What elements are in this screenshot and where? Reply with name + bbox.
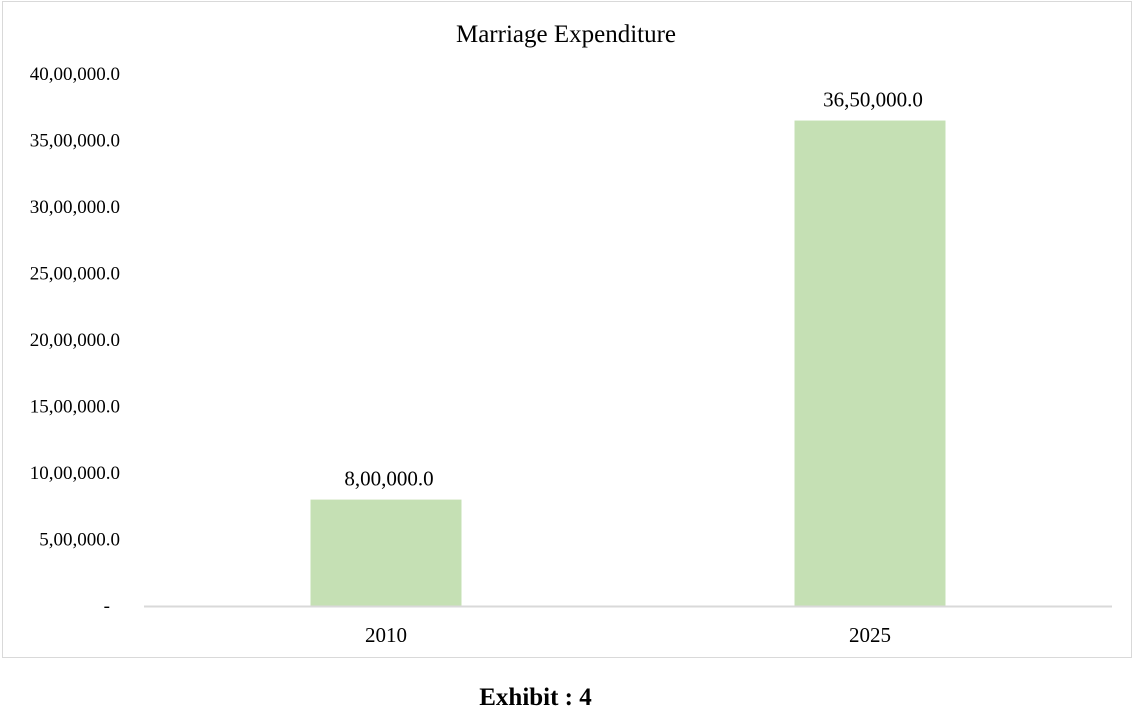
y-tick-label: 25,00,000.0 bbox=[30, 264, 120, 285]
bar-2010 bbox=[310, 499, 462, 606]
data-labels: 8,00,000.0 36,50,000.0 bbox=[344, 88, 923, 491]
x-axis: 2010 2025 bbox=[365, 623, 891, 647]
data-label-2025: 36,50,000.0 bbox=[823, 88, 923, 112]
y-tick-label: 5,00,000.0 bbox=[39, 530, 120, 551]
x-tick-label: 2025 bbox=[849, 623, 891, 647]
bars bbox=[310, 120, 946, 607]
y-tick-label: 40,00,000.0 bbox=[30, 64, 120, 85]
data-label-2010: 8,00,000.0 bbox=[344, 467, 433, 491]
y-axis: - 5,00,000.0 10,00,000.0 15,00,000.0 20,00,0… bbox=[30, 64, 120, 617]
bar-2025 bbox=[794, 120, 946, 607]
chart-frame: Marriage Expenditure - 5,00,000.0 10,00,00… bbox=[2, 1, 1132, 658]
exhibit-caption: Exhibit : 4 bbox=[479, 684, 592, 711]
y-tick-label: 20,00,000.0 bbox=[30, 330, 120, 351]
y-tick-label: 35,00,000.0 bbox=[30, 131, 120, 152]
y-tick-label: 10,00,000.0 bbox=[30, 463, 120, 484]
y-tick-label: 15,00,000.0 bbox=[30, 397, 120, 418]
y-tick-label: - bbox=[104, 596, 110, 617]
y-tick-label: 30,00,000.0 bbox=[30, 197, 120, 218]
chart-title: Marriage Expenditure bbox=[456, 21, 676, 48]
x-tick-label: 2010 bbox=[365, 623, 407, 647]
bar-chart: Marriage Expenditure - 5,00,000.0 10,00,00… bbox=[30, 21, 1112, 647]
